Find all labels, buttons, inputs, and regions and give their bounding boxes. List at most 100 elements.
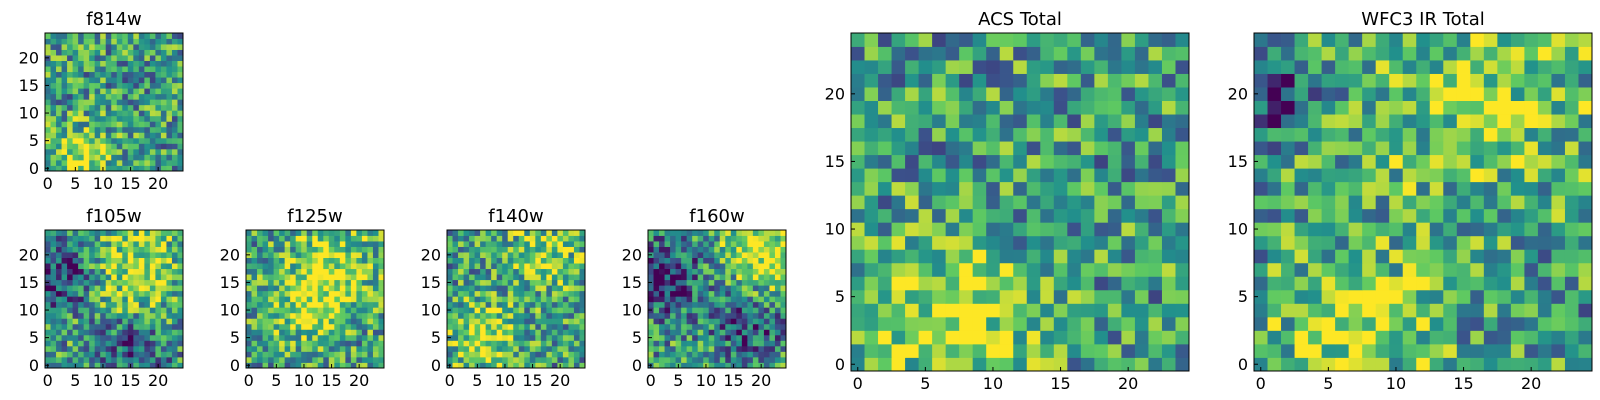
heatmap-cell (361, 252, 368, 258)
heatmap-cell (111, 356, 118, 363)
heatmap-cell (306, 285, 313, 292)
heatmap-cell (972, 262, 987, 277)
heatmap-cell (1443, 87, 1458, 101)
heatmap-cell (290, 334, 297, 341)
heatmap-cell (144, 66, 151, 73)
heatmap-cell (144, 93, 151, 100)
heatmap-cell (61, 77, 68, 84)
heatmap-cell (122, 165, 129, 172)
heatmap-cell (502, 285, 509, 292)
heatmap-cell (1389, 181, 1404, 196)
heatmap-cell (56, 159, 62, 166)
heatmap-cell (166, 49, 173, 56)
heatmap-cell (1254, 33, 1268, 47)
heatmap-cell (177, 246, 184, 253)
heatmap-cell (301, 340, 308, 347)
heatmap-cell (160, 257, 167, 264)
heatmap-cell (100, 55, 107, 61)
heatmap-cell (45, 351, 51, 358)
heatmap-cell (959, 289, 974, 304)
heatmap-cell (284, 345, 291, 352)
heatmap-cell (127, 104, 134, 111)
heatmap-cell (1497, 127, 1512, 142)
heatmap-cell (1510, 249, 1525, 264)
heatmap-cell (719, 340, 726, 347)
heatmap-cell (708, 241, 715, 247)
heatmap-cell (94, 362, 101, 369)
heatmap-cell (89, 121, 96, 128)
heatmap-cell (50, 44, 57, 50)
heatmap-cell (1443, 33, 1458, 47)
heatmap-cell (56, 66, 62, 73)
heatmap-cell (149, 334, 156, 341)
heatmap-cell (155, 159, 162, 166)
heatmap-cell (1456, 208, 1471, 223)
heatmap-cell (1321, 316, 1336, 331)
heatmap-cell (356, 290, 363, 297)
heatmap-cell (1348, 181, 1363, 196)
heatmap-cell (89, 246, 96, 253)
heatmap-cell (524, 290, 531, 297)
heatmap-cell (1254, 289, 1268, 304)
heatmap-cell (463, 230, 470, 236)
heatmap-cell (686, 268, 693, 275)
heatmap-cell (932, 87, 947, 101)
heatmap-cell (144, 312, 151, 319)
heatmap-cell (138, 362, 145, 369)
heatmap-cell (568, 356, 575, 363)
heatmap-cell (328, 235, 335, 242)
heatmap-cell (160, 77, 167, 84)
heatmap-cell (1564, 73, 1579, 88)
heatmap-cell (284, 252, 291, 258)
heatmap-cell (664, 318, 671, 325)
heatmap-cell (851, 235, 865, 250)
heatmap-cell (496, 290, 503, 297)
heatmap-cell (524, 323, 531, 330)
heatmap-cell (573, 362, 580, 369)
y-tick-label: 20 (19, 245, 39, 264)
heatmap-cell (719, 246, 726, 253)
heatmap-cell (50, 115, 57, 122)
heatmap-cell (251, 263, 258, 270)
heatmap-cell (1321, 330, 1336, 345)
heatmap-cell (50, 257, 57, 264)
heatmap-cell (160, 137, 167, 144)
heatmap-cell (692, 230, 699, 236)
heatmap-cell (1524, 60, 1539, 74)
heatmap-cell (714, 340, 721, 347)
heatmap-cell (144, 279, 151, 286)
heatmap-cell (133, 71, 140, 78)
heatmap-cell (752, 257, 759, 264)
heatmap-cell (1429, 181, 1444, 196)
heatmap-cell (72, 104, 79, 111)
y-tick-label: 15 (1228, 152, 1248, 171)
heatmap-cell (89, 110, 96, 117)
heatmap-cell (1348, 114, 1363, 129)
heatmap-cell (557, 334, 564, 341)
heatmap-cell (50, 334, 57, 341)
heatmap-cell (741, 345, 748, 352)
heatmap-cell (959, 235, 974, 250)
heatmap-cell (133, 263, 140, 270)
heatmap-cell (1254, 100, 1268, 115)
heatmap-cell (480, 307, 487, 314)
heatmap-cell (485, 241, 492, 247)
heatmap-cell (78, 99, 85, 106)
heatmap-cell (725, 279, 732, 286)
heatmap-cell (89, 33, 96, 39)
heatmap-cell (1294, 249, 1309, 264)
heatmap-cell (708, 246, 715, 253)
heatmap-cell (496, 345, 503, 352)
heatmap-cell (111, 159, 118, 166)
heatmap-cell (133, 148, 140, 155)
heatmap-cell (356, 263, 363, 270)
heatmap-cell (653, 268, 660, 275)
heatmap-cell (50, 301, 57, 308)
heatmap-cell (345, 274, 352, 281)
heatmap-cell (447, 301, 453, 308)
heatmap-cell (83, 60, 90, 67)
heatmap-cell (138, 257, 145, 264)
heatmap-cell (105, 241, 112, 247)
heatmap-cell (692, 329, 699, 336)
heatmap-cell (1094, 357, 1109, 372)
